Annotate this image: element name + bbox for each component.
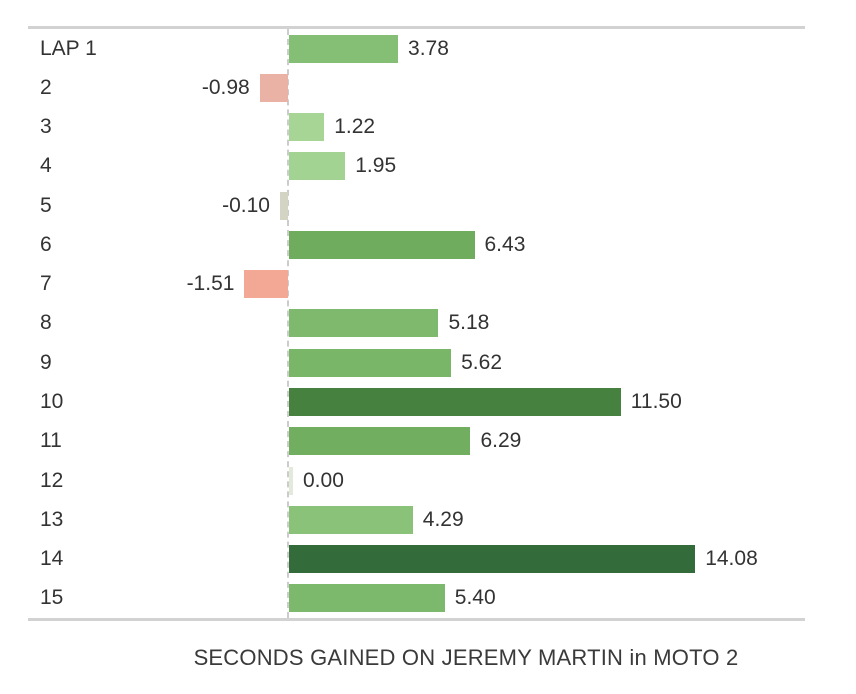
bar-lap-5 <box>280 191 288 220</box>
lap-label: 15 <box>40 586 64 610</box>
value-label: 6.43 <box>484 232 526 256</box>
value-label: 14.08 <box>705 547 758 571</box>
chart-row: 7 -1.51 <box>28 265 805 304</box>
chart-row: 8 5.18 <box>28 304 805 343</box>
chart-row: 12 0.00 <box>28 461 805 500</box>
lap-label: 2 <box>40 75 52 99</box>
value-label: 11.50 <box>630 390 682 414</box>
value-label: -1.51 <box>186 272 235 296</box>
lap-label: LAP 1 <box>40 36 97 60</box>
chart-row: 4 1.95 <box>28 147 805 186</box>
bar-lap-9 <box>289 348 452 377</box>
lap-label: 5 <box>40 193 52 217</box>
value-label: 0.00 <box>303 468 344 492</box>
bar-chart: LAP 1 3.78 2 -0.98 3 1.22 4 1.95 5 -0.10 6 6.43 7 -1.… <box>28 26 805 621</box>
chart-row: 3 1.22 <box>28 108 805 147</box>
value-label: 6.29 <box>480 429 522 453</box>
bar-lap-4 <box>289 152 346 181</box>
bar-lap-11 <box>289 427 471 456</box>
value-label: 3.78 <box>408 36 449 60</box>
chart-row: 10 11.50 <box>28 382 805 421</box>
bar-lap-10 <box>289 388 621 417</box>
bar-lap-14 <box>289 545 696 574</box>
chart-caption: SECONDS GAINED ON JEREMY MARTIN in MOTO … <box>193 645 739 670</box>
value-label: 1.95 <box>355 154 397 178</box>
bar-lap-12 <box>289 466 293 495</box>
lap-label: 10 <box>40 390 64 414</box>
lap-label: 12 <box>40 468 64 492</box>
value-label: 4.29 <box>422 507 464 531</box>
chart-row: 11 6.29 <box>28 422 805 461</box>
lap-label: 11 <box>40 429 62 453</box>
value-label: 1.22 <box>334 115 376 139</box>
value-label: -0.10 <box>222 193 270 217</box>
lap-label: 14 <box>40 547 64 571</box>
lap-label: 7 <box>40 272 52 296</box>
chart-rows: LAP 1 3.78 2 -0.98 3 1.22 4 1.95 5 -0.10 6 6.43 7 -1.… <box>28 29 805 618</box>
value-label: 5.18 <box>448 311 490 335</box>
bar-lap-15 <box>289 584 445 613</box>
lap-label: 6 <box>40 232 52 256</box>
chart-row: 9 5.62 <box>28 343 805 382</box>
zero-axis-line <box>287 29 289 618</box>
bar-lap-1 <box>289 34 399 63</box>
value-label: -0.98 <box>201 75 250 99</box>
chart-row: 2 -0.98 <box>28 68 805 107</box>
chart-row: 15 5.40 <box>28 579 805 618</box>
lap-label: 9 <box>40 350 52 374</box>
bar-lap-13 <box>289 505 413 534</box>
bar-lap-8 <box>289 309 439 338</box>
chart-row: 14 14.08 <box>28 539 805 578</box>
chart-row: 13 4.29 <box>28 500 805 539</box>
chart-row: LAP 1 3.78 <box>28 29 805 68</box>
value-label: 5.40 <box>454 586 496 610</box>
bar-lap-3 <box>289 113 325 142</box>
chart-row: 6 6.43 <box>28 225 805 264</box>
lap-label: 4 <box>40 154 52 178</box>
value-label: 5.62 <box>461 350 502 374</box>
bar-lap-2 <box>259 73 288 102</box>
lap-label: 8 <box>40 311 52 335</box>
bar-lap-6 <box>289 230 475 259</box>
bar-lap-7 <box>244 270 288 299</box>
chart-row: 5 -0.10 <box>28 186 805 225</box>
lap-label: 13 <box>40 507 64 531</box>
lap-label: 3 <box>40 115 52 139</box>
